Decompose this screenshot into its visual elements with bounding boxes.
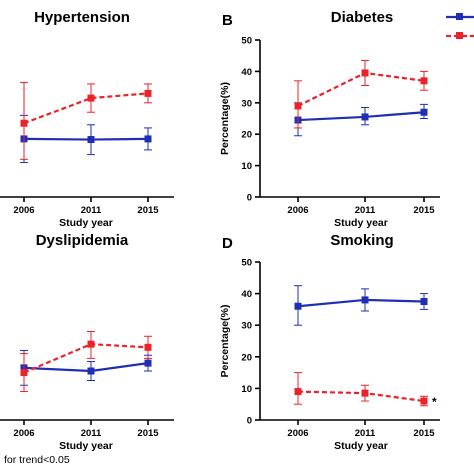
footnote: for trend<0.05 <box>4 454 70 466</box>
series-line <box>297 111 425 122</box>
data-point <box>87 136 95 144</box>
panel-title: Diabetes <box>331 9 394 26</box>
y-tick-label: 40 <box>241 67 252 78</box>
y-axis-label: Percentage(%) <box>219 82 231 155</box>
data-point <box>87 367 95 375</box>
data-point <box>20 119 28 127</box>
data-point <box>144 359 152 367</box>
data-point <box>420 397 428 405</box>
series-line <box>297 71 425 107</box>
chart-panel-1: Hypertension 2006 2011 2015 Study year <box>0 9 174 229</box>
data-point <box>87 94 95 102</box>
y-axis-label: Percentage(%) <box>219 305 231 378</box>
x-tick-label: 2015 <box>413 428 435 439</box>
series-line <box>297 298 425 308</box>
data-point <box>294 102 302 110</box>
y-tick-label: 0 <box>247 416 252 427</box>
panel-letter: D <box>222 235 233 252</box>
chart-panel-2: Diabetes B 0 10 20 30 40 50 Percentage(%) 2006 201… <box>219 9 440 229</box>
x-tick-label: 2015 <box>413 205 435 216</box>
y-tick-label: 10 <box>241 161 252 172</box>
x-tick-label: 2006 <box>287 428 308 439</box>
data-point <box>420 108 428 116</box>
x-tick-label: 2006 <box>287 205 308 216</box>
series-line <box>297 390 425 403</box>
x-tick-label: 2006 <box>13 205 34 216</box>
x-tick-label: 2006 <box>13 428 34 439</box>
x-tick-label: 2011 <box>355 428 376 439</box>
data-point <box>420 298 428 305</box>
chart-panel-3: Dyslipidemia 2006 2011 2015 Study year <box>0 232 174 452</box>
y-tick-label: 50 <box>241 258 252 269</box>
panel-title: Smoking <box>330 232 393 249</box>
data-point <box>294 388 302 396</box>
data-point <box>420 77 428 85</box>
data-point <box>361 296 369 304</box>
y-tick-label: 40 <box>241 289 252 300</box>
y-tick-label: 20 <box>241 352 252 363</box>
y-tick-label: 30 <box>241 321 252 332</box>
panel-title: Hypertension <box>34 9 130 26</box>
legend <box>446 13 474 39</box>
data-point <box>294 302 302 310</box>
data-point <box>144 343 152 351</box>
x-tick-label: 2015 <box>137 205 159 216</box>
y-tick-label: 10 <box>241 384 252 395</box>
x-axis-label: Study year <box>59 217 113 229</box>
significance-annotation: * <box>432 395 437 409</box>
data-point <box>87 340 95 348</box>
y-tick-label: 0 <box>247 193 252 204</box>
data-point <box>144 89 152 97</box>
data-point <box>361 69 369 77</box>
panel-letter: B <box>222 12 233 29</box>
x-tick-label: 2011 <box>81 205 102 216</box>
x-axis-label: Study year <box>334 217 388 229</box>
data-point <box>20 369 28 377</box>
data-point <box>361 113 369 121</box>
x-axis-label: Study year <box>334 440 388 452</box>
y-tick-label: 20 <box>241 130 252 141</box>
x-tick-label: 2015 <box>137 428 159 439</box>
chart-panel-4: Smoking D 0 10 20 30 40 50 Percentage(%) 2006 2011… <box>219 232 440 452</box>
data-point <box>361 389 369 397</box>
legend-series-2-marker <box>456 32 463 39</box>
legend-series-1-marker <box>456 13 463 20</box>
y-tick-label: 50 <box>241 36 252 47</box>
series-line <box>23 137 149 141</box>
x-tick-label: 2011 <box>355 205 376 216</box>
y-tick-label: 30 <box>241 98 252 109</box>
x-axis-label: Study year <box>59 440 113 452</box>
x-tick-label: 2011 <box>81 428 102 439</box>
series-line <box>23 92 149 125</box>
data-point <box>144 135 152 143</box>
panel-title: Dyslipidemia <box>36 232 129 249</box>
